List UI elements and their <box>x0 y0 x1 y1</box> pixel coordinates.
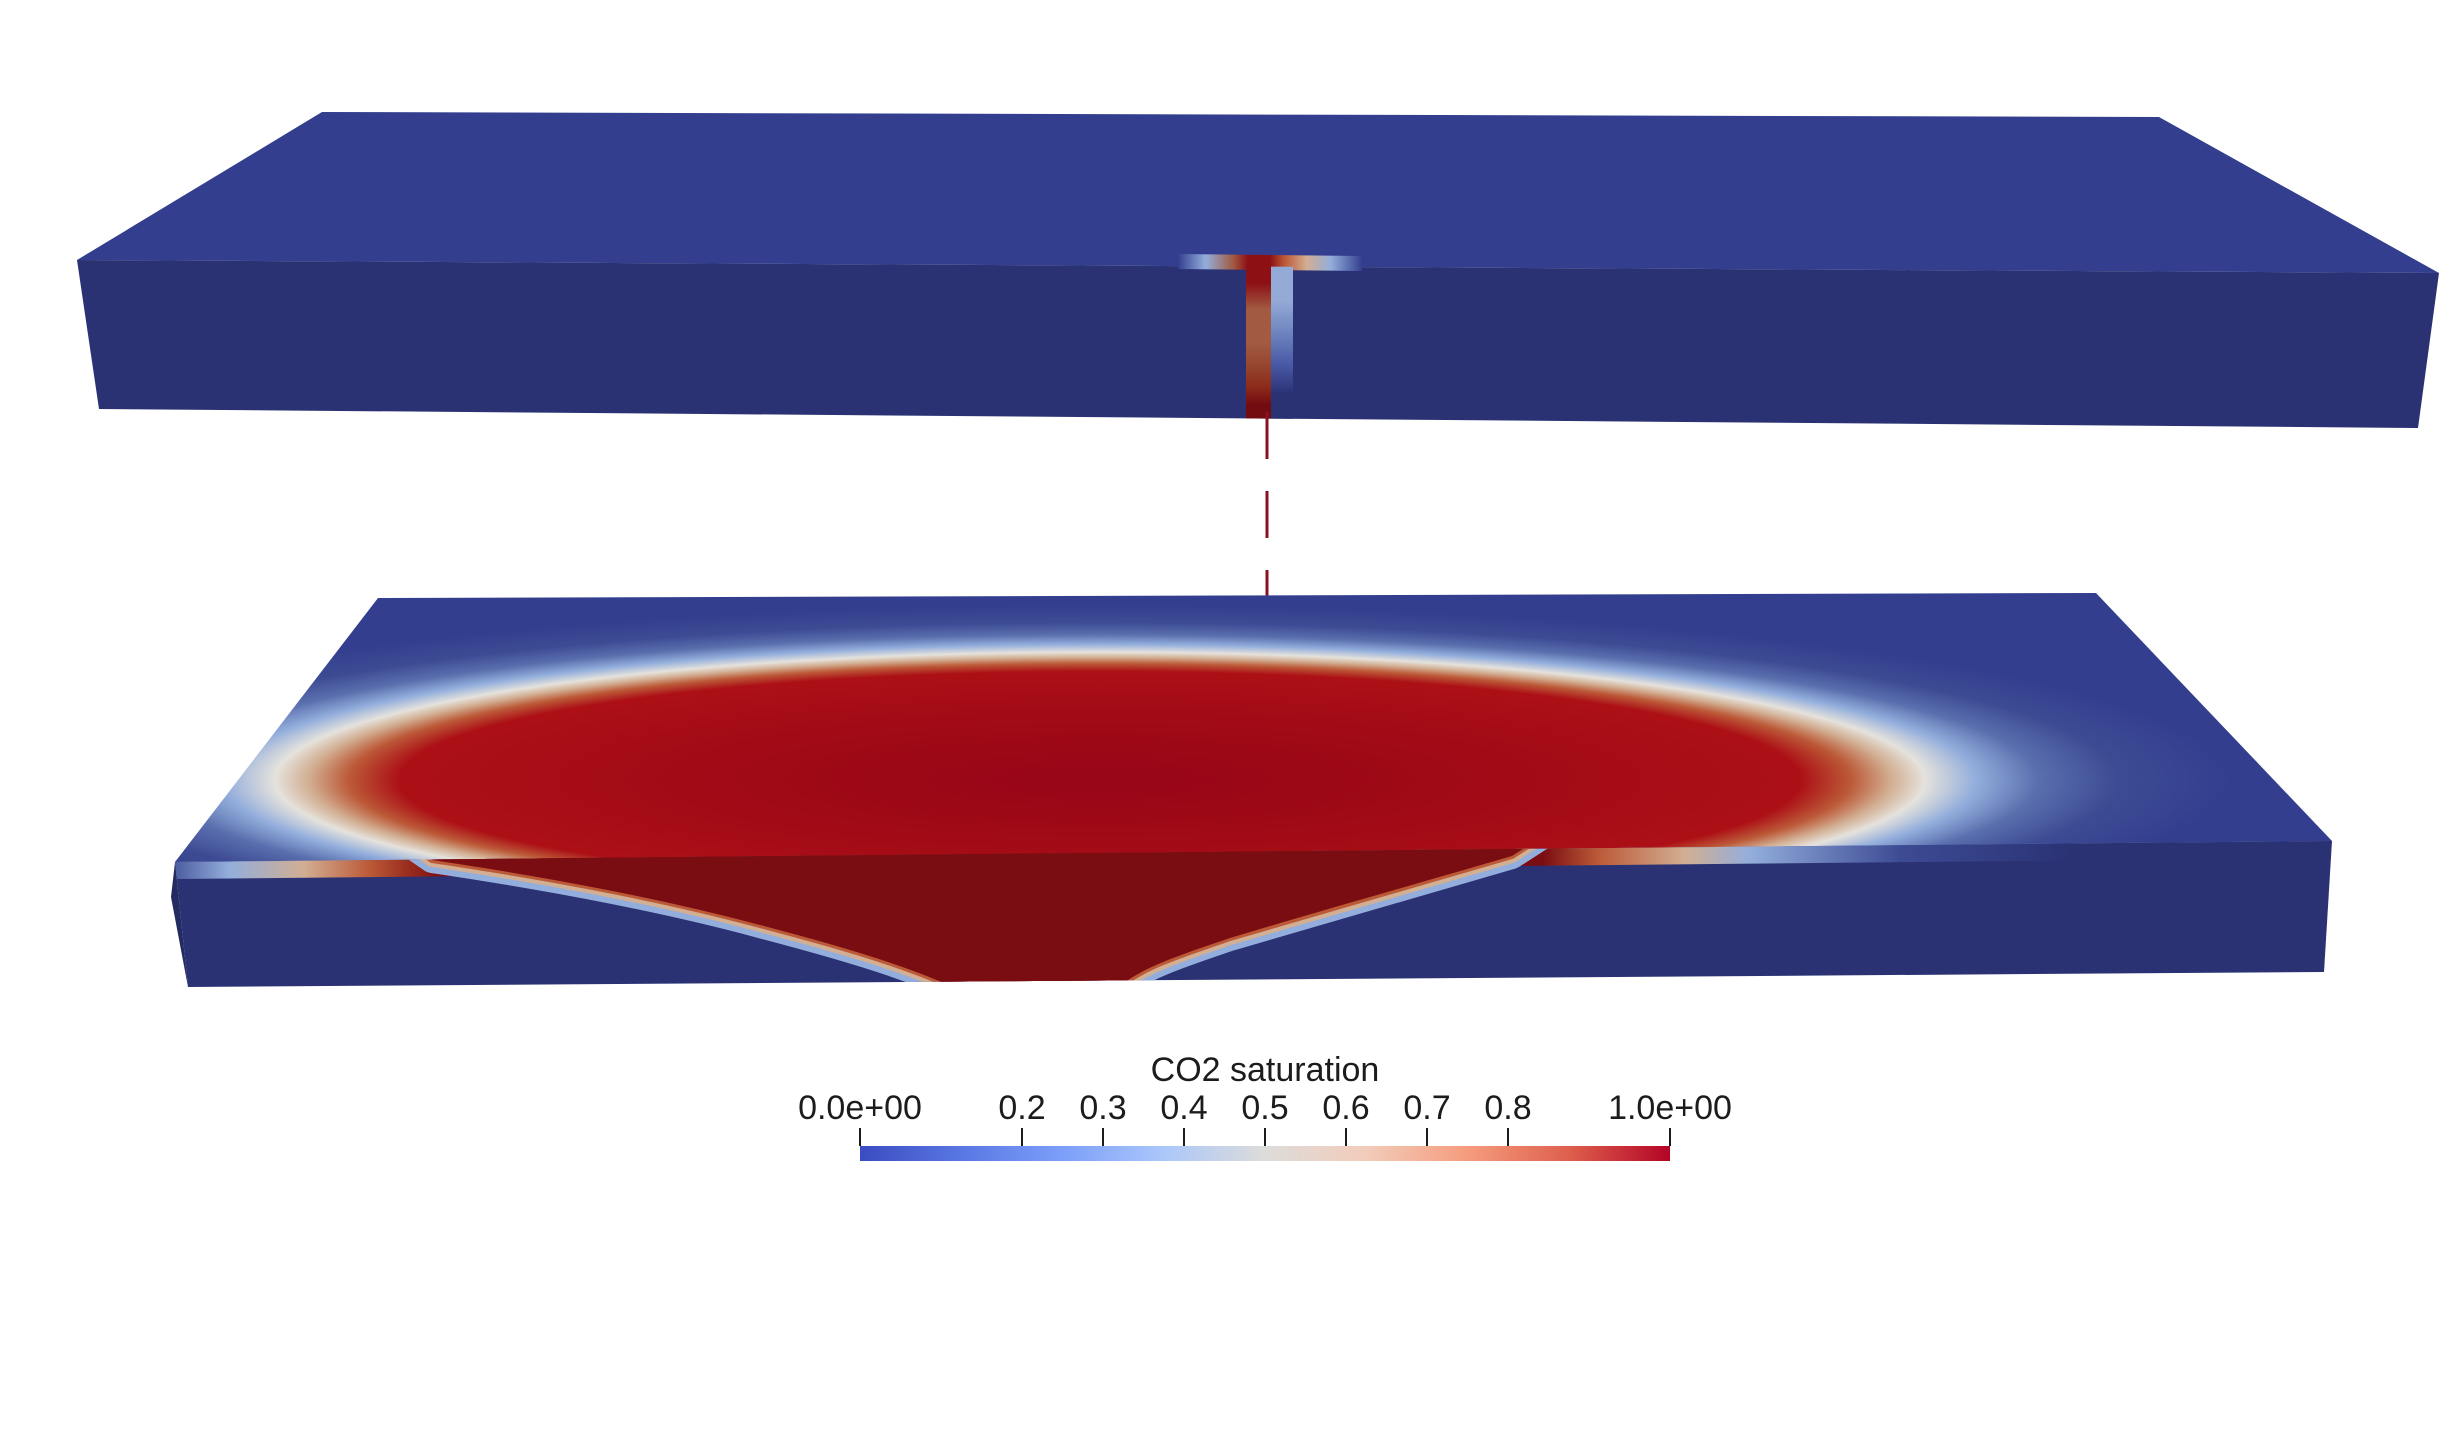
colorbar-tick-label: 0.3 <box>1079 1089 1126 1127</box>
colorbar-tick-label: 0.0e+00 <box>798 1089 922 1127</box>
upper-slab <box>77 112 2439 428</box>
colorbar-tick-label: 0.6 <box>1322 1089 1369 1127</box>
colorbar-legend: CO2 saturation 0.0e+00 0.2 0.3 0.4 0.5 0… <box>798 1051 1732 1161</box>
injection-finger-streak <box>1178 254 1362 271</box>
upper-slab-top-face <box>77 112 2439 273</box>
colorbar-tick-label: 0.8 <box>1484 1089 1531 1127</box>
well-column-saturated <box>1246 264 1271 420</box>
front-cross-section <box>175 841 2332 987</box>
well-column-neighbor <box>1271 264 1293 420</box>
colorbar-tick-label: 0.2 <box>998 1089 1045 1127</box>
colorbar-tick-label: 1.0e+00 <box>1608 1089 1732 1127</box>
lower-slab-top-face-plume <box>175 593 2332 862</box>
colorbar-ticks <box>859 1128 1671 1146</box>
lower-slab <box>171 593 2332 987</box>
colorbar-title: CO2 saturation <box>1151 1051 1380 1089</box>
colorbar-gradient-bar <box>860 1146 1670 1161</box>
colorbar-tick-label: 0.5 <box>1241 1089 1288 1127</box>
colorbar-tick-label: 0.4 <box>1160 1089 1207 1127</box>
front-wedge-saturated <box>400 841 1540 987</box>
lower-slab-side-face <box>171 862 188 987</box>
colorbar-tick-label: 0.7 <box>1403 1089 1450 1127</box>
